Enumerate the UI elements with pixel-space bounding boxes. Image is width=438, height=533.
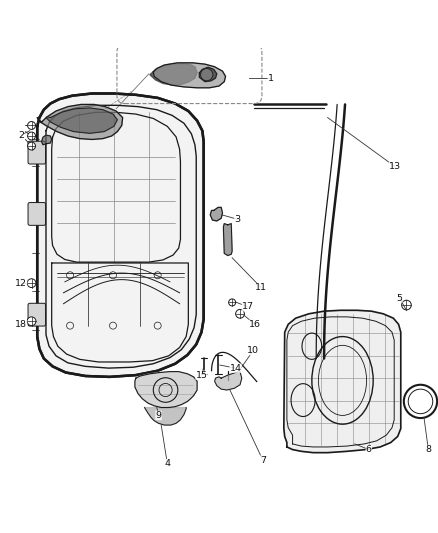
Text: 16: 16: [249, 320, 261, 329]
Circle shape: [229, 299, 236, 306]
Polygon shape: [153, 63, 226, 88]
Text: 18: 18: [15, 320, 27, 329]
Text: 4: 4: [164, 459, 170, 468]
Text: 7: 7: [260, 456, 266, 465]
FancyBboxPatch shape: [28, 303, 46, 326]
Circle shape: [402, 300, 411, 310]
Polygon shape: [223, 223, 232, 255]
Polygon shape: [37, 93, 204, 377]
Text: 8: 8: [425, 445, 431, 454]
Polygon shape: [284, 310, 401, 453]
Text: 1: 1: [268, 74, 274, 83]
Polygon shape: [145, 408, 186, 425]
Circle shape: [27, 279, 36, 287]
Text: 9: 9: [155, 411, 162, 420]
Text: 11: 11: [255, 283, 267, 292]
Polygon shape: [150, 64, 197, 85]
Text: 3: 3: [234, 215, 240, 224]
Text: 2: 2: [18, 131, 24, 140]
FancyBboxPatch shape: [28, 203, 46, 225]
Polygon shape: [135, 372, 197, 408]
Circle shape: [27, 317, 36, 326]
Text: 12: 12: [15, 279, 27, 288]
Text: 10: 10: [247, 346, 259, 355]
FancyBboxPatch shape: [28, 141, 46, 164]
Circle shape: [28, 122, 35, 130]
Text: 14: 14: [230, 364, 242, 373]
Circle shape: [28, 142, 35, 150]
Polygon shape: [37, 104, 123, 140]
Polygon shape: [42, 135, 52, 145]
Text: 13: 13: [389, 162, 401, 171]
Text: 17: 17: [242, 302, 254, 311]
Circle shape: [28, 132, 35, 140]
Circle shape: [201, 69, 213, 81]
Polygon shape: [46, 108, 117, 133]
Circle shape: [236, 310, 244, 318]
Polygon shape: [215, 372, 242, 390]
Polygon shape: [210, 207, 223, 221]
Text: 5: 5: [396, 294, 403, 303]
Text: 6: 6: [366, 445, 372, 454]
Polygon shape: [199, 67, 217, 82]
Text: 15: 15: [195, 370, 208, 379]
